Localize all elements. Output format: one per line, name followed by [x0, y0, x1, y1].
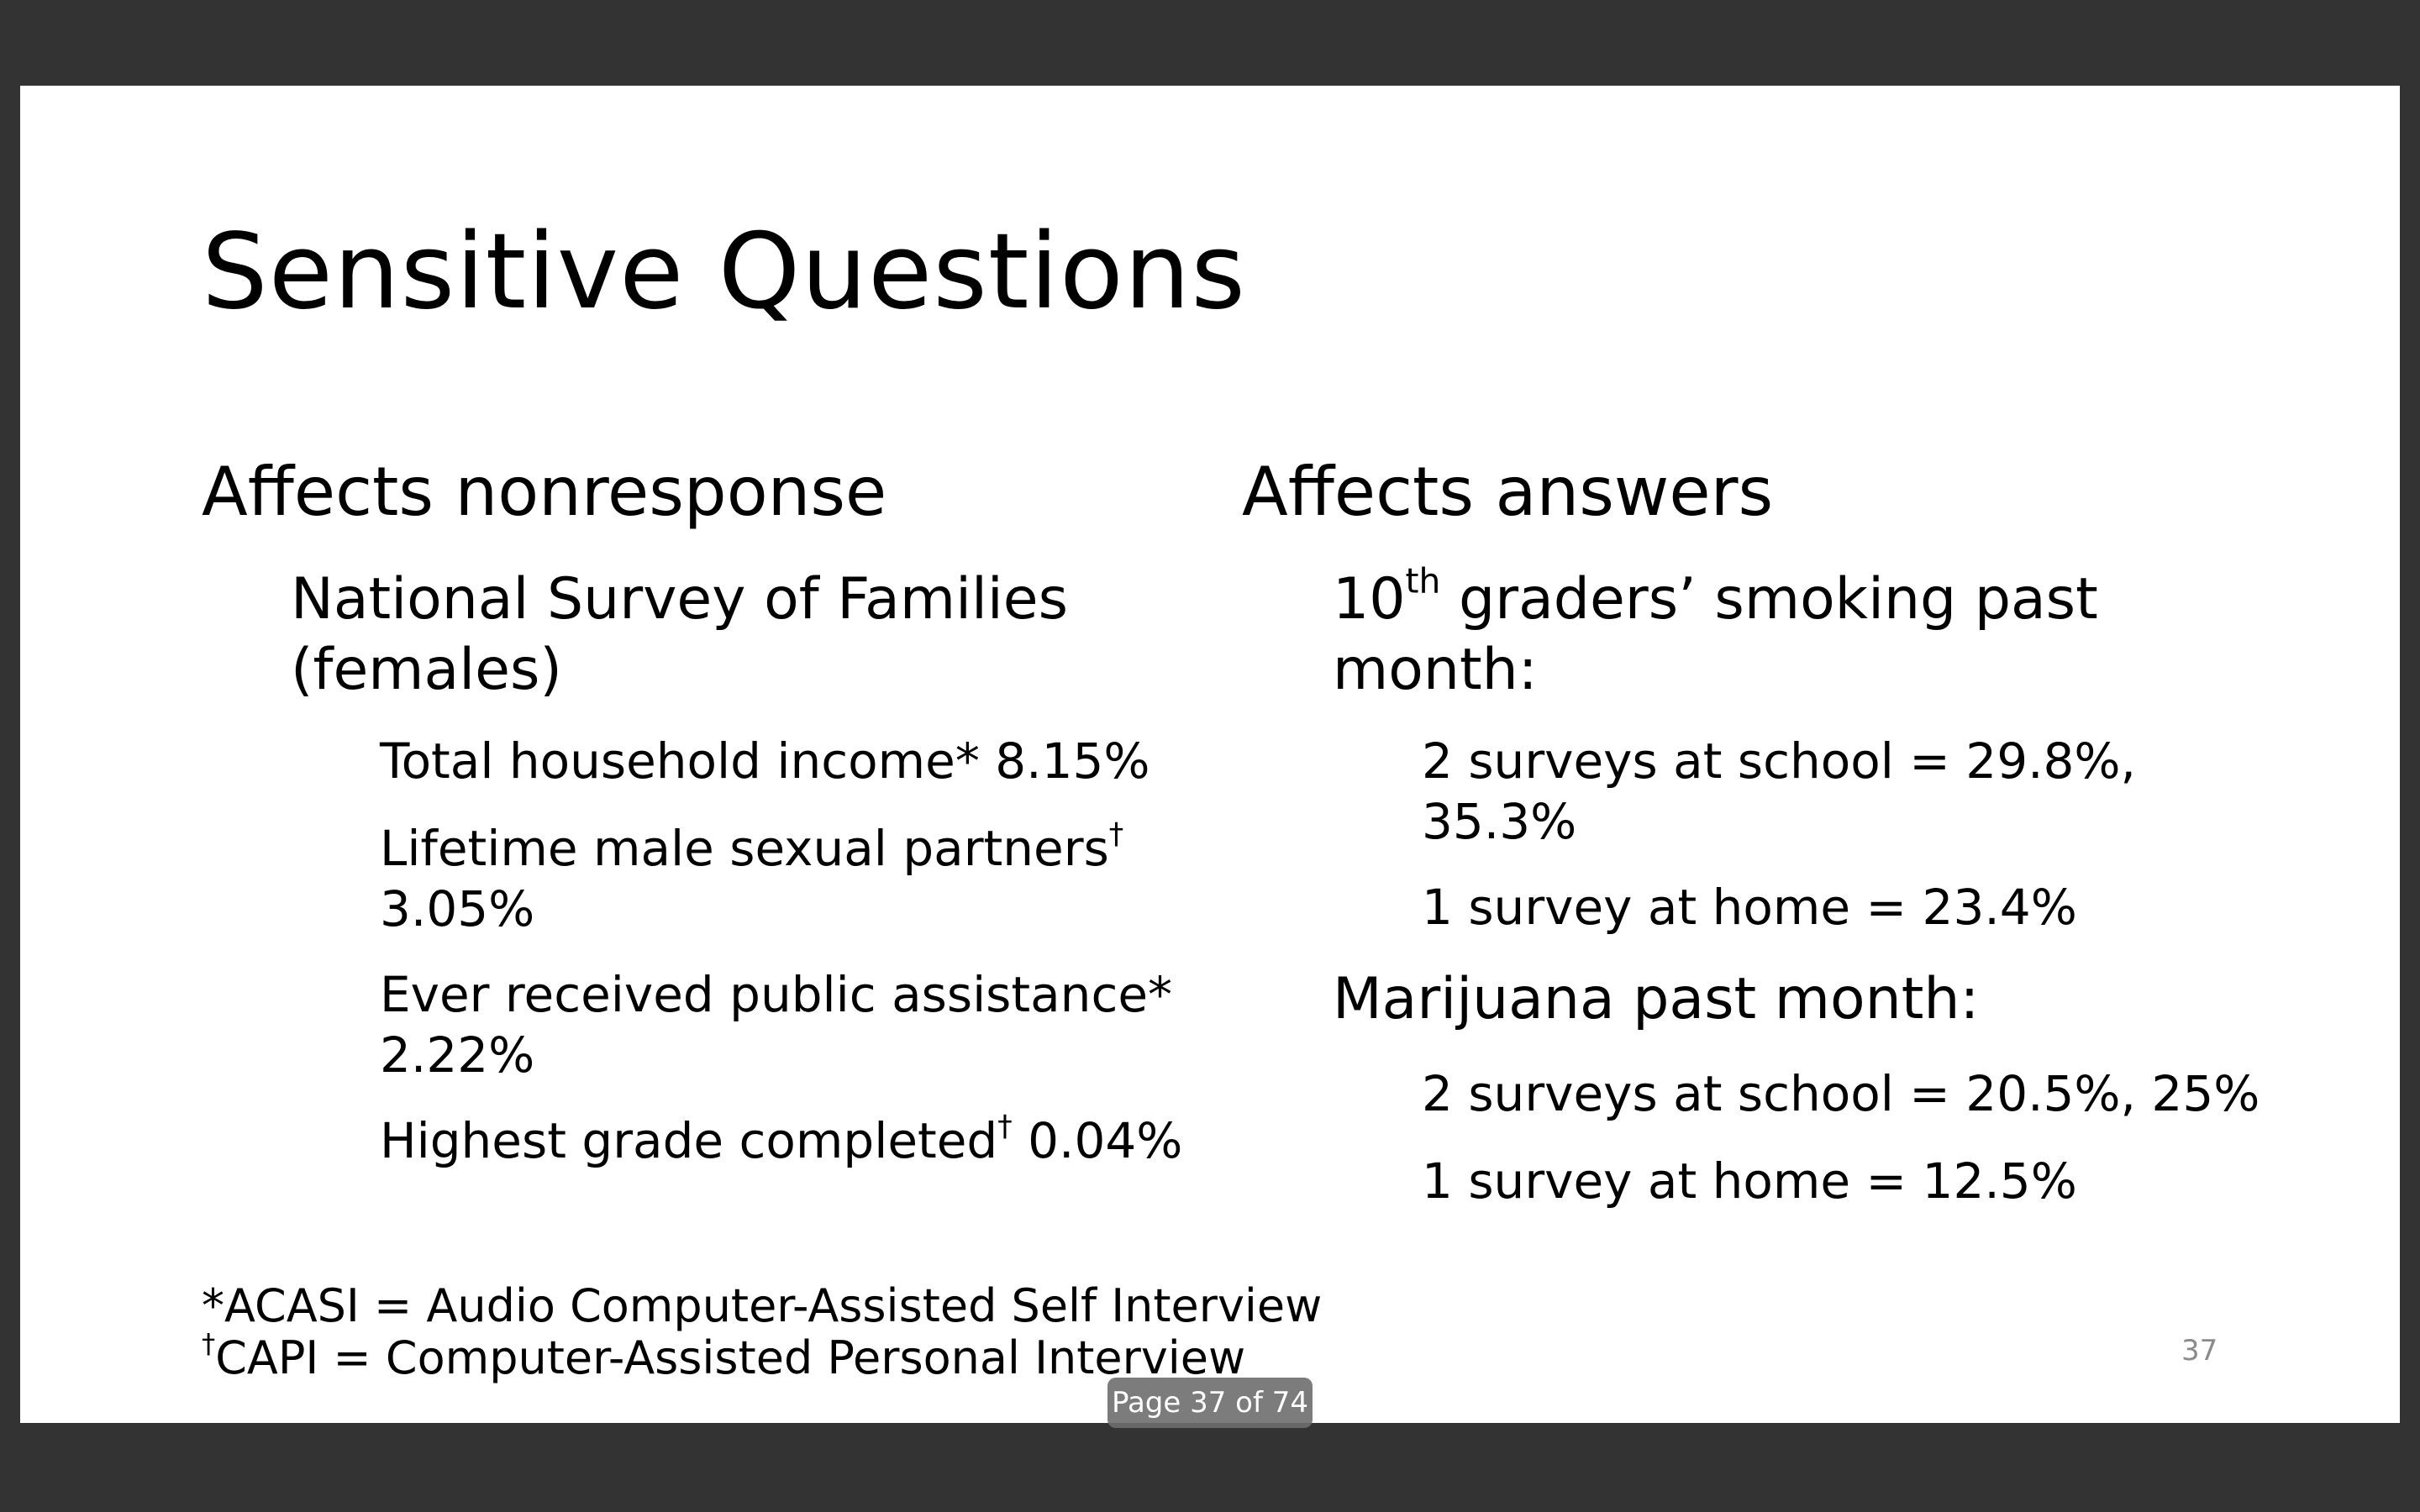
income-label: Total household income [380, 732, 955, 790]
marijuana-heading: Marijuana past month: [1333, 966, 1980, 1032]
footnote-acasi-text: ACASI = Audio Computer-Assisted Self Int… [224, 1279, 1323, 1332]
grade-ordinal-suffix: th [1405, 560, 1441, 601]
partners-label: Lifetime male sexual partners [380, 820, 1109, 877]
footnote-capi-text: CAPI = Computer-Assisted Personal Interv… [215, 1331, 1246, 1384]
slide-page-number: 37 [2181, 1334, 2218, 1368]
income-item: Total household income* 8.15% [380, 731, 1150, 791]
partners-mark: † [1108, 816, 1124, 851]
footnote-acasi-mark: * [202, 1279, 224, 1332]
grade-mark: † [997, 1109, 1013, 1143]
footnote-capi-mark: † [202, 1327, 216, 1360]
marijuana-school-item: 2 surveys at school = 20.5%, 25% [1422, 1065, 2260, 1122]
marijuana-home-item: 1 survey at home = 12.5% [1422, 1152, 2077, 1210]
income-mark: * [955, 732, 980, 790]
partners-value: 3.05% [380, 880, 535, 937]
smoking-line1: 10th graders’ smoking past [1333, 564, 2098, 635]
smoking-line2: month: [1333, 637, 1538, 703]
smoking-school-line1: 2 surveys at school = 29.8%, [1422, 732, 2136, 790]
smoking-home-item: 1 survey at home = 23.4% [1422, 879, 2077, 936]
smoking-school-line2: 35.3% [1422, 793, 1577, 850]
smoking-school-item: 2 surveys at school = 29.8%, 35.3% [1422, 731, 2136, 852]
footnote-acasi: *ACASI = Audio Computer-Assisted Self In… [202, 1280, 1322, 1332]
assistance-item: Ever received public assistance* 2.22% [380, 964, 1172, 1085]
right-heading: Affects answers [1242, 453, 1774, 531]
grade-label: Highest grade completed [380, 1112, 998, 1169]
assistance-mark: * [1148, 966, 1173, 1023]
income-value: 8.15% [995, 732, 1150, 790]
left-heading: Affects nonresponse [202, 453, 887, 531]
grade-item: Highest grade completed† 0.04% [380, 1110, 1182, 1171]
grade-value: 0.04% [1028, 1112, 1183, 1169]
smoking-text: graders’ smoking past [1440, 566, 2098, 633]
grade-ordinal: 10 [1333, 566, 1406, 633]
partners-item: Lifetime male sexual partners† 3.05% [380, 818, 1123, 939]
page-indicator: Page 37 of 74 [1107, 1378, 1313, 1428]
slide-page: Sensitive Questions Affects nonresponse … [20, 86, 2400, 1423]
survey-name-line2: (females) [291, 637, 562, 703]
assistance-value: 2.22% [380, 1026, 535, 1084]
assistance-label: Ever received public assistance [380, 966, 1149, 1023]
footnote-capi: †CAPI = Computer-Assisted Personal Inter… [202, 1331, 1246, 1384]
survey-name-line1: National Survey of Families [291, 566, 1069, 633]
slide-title: Sensitive Questions [202, 212, 1247, 333]
